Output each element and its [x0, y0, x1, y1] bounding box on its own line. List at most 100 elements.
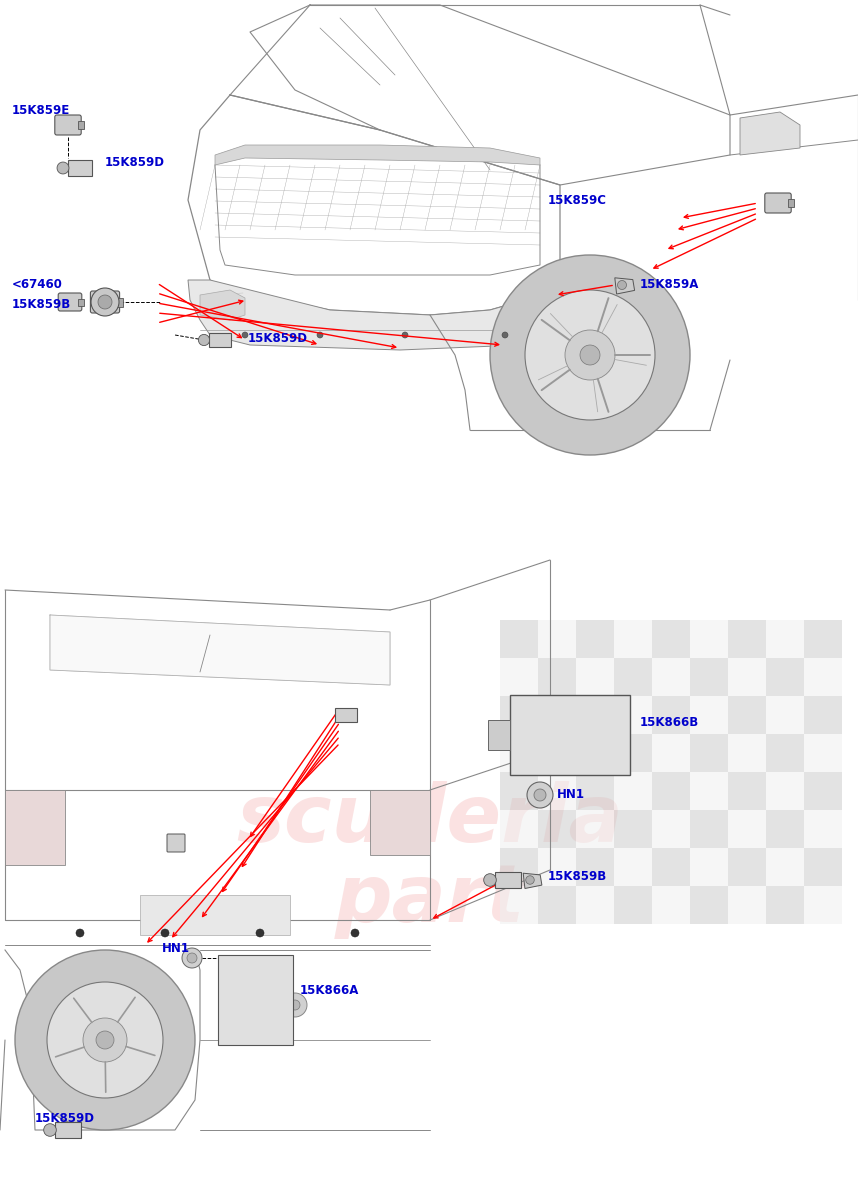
Polygon shape [215, 145, 540, 164]
Text: 15K859D: 15K859D [248, 331, 308, 344]
Bar [690, 886, 728, 924]
Bar [804, 810, 842, 848]
Circle shape [257, 930, 263, 936]
Bar [68, 161, 92, 175]
FancyBboxPatch shape [90, 290, 119, 313]
FancyBboxPatch shape [55, 115, 82, 134]
Text: 15K859E: 15K859E [12, 103, 70, 116]
Bar [766, 658, 804, 696]
Bar [576, 810, 614, 848]
Text: 15K859D: 15K859D [105, 156, 165, 169]
Bar [690, 620, 728, 658]
Bar [766, 886, 804, 924]
Bar [728, 886, 766, 924]
Circle shape [44, 1123, 57, 1136]
Bar [766, 734, 804, 772]
Bar [652, 620, 690, 658]
Bar [804, 620, 842, 658]
Circle shape [187, 953, 197, 962]
Bar [500, 886, 538, 924]
Polygon shape [200, 290, 245, 320]
Bar [538, 734, 576, 772]
Bar [804, 734, 842, 772]
Bar [614, 848, 652, 886]
Bar [804, 886, 842, 924]
Circle shape [162, 930, 168, 936]
Bar [804, 772, 842, 810]
Text: 15K859B: 15K859B [12, 299, 71, 312]
Bar [690, 810, 728, 848]
Bar [690, 848, 728, 886]
Bar [614, 810, 652, 848]
Bar [77, 121, 84, 128]
Bar [500, 620, 538, 658]
Polygon shape [523, 874, 542, 888]
Bar [576, 620, 614, 658]
Bar [652, 734, 690, 772]
Circle shape [76, 929, 84, 937]
Bar [652, 810, 690, 848]
Circle shape [98, 295, 112, 308]
Bar [766, 772, 804, 810]
Circle shape [502, 332, 508, 338]
Circle shape [352, 930, 358, 936]
Bar [728, 658, 766, 696]
Circle shape [15, 950, 195, 1130]
Bar [788, 199, 794, 206]
Bar [614, 772, 652, 810]
Bar [728, 696, 766, 734]
Text: 15K859B: 15K859B [548, 870, 607, 882]
Bar [804, 696, 842, 734]
Bar [728, 734, 766, 772]
Bar [614, 658, 652, 696]
Text: scuderia: scuderia [237, 781, 624, 859]
Bar [614, 886, 652, 924]
Bar [614, 696, 652, 734]
Bar [690, 696, 728, 734]
Polygon shape [188, 280, 565, 350]
Text: 15K859D: 15K859D [35, 1111, 95, 1124]
Bar [140, 895, 290, 935]
Bar [690, 772, 728, 810]
Circle shape [484, 874, 496, 887]
Bar [576, 772, 614, 810]
Bar [576, 886, 614, 924]
Circle shape [618, 281, 626, 289]
Bar [804, 658, 842, 696]
FancyBboxPatch shape [764, 193, 791, 214]
Bar [652, 696, 690, 734]
Circle shape [490, 254, 690, 455]
Text: part: part [335, 862, 525, 938]
Bar [614, 734, 652, 772]
Polygon shape [615, 277, 635, 294]
Circle shape [77, 930, 83, 936]
Bar [500, 848, 538, 886]
Circle shape [198, 335, 209, 346]
Circle shape [527, 782, 553, 808]
Bar [538, 772, 576, 810]
Bar [495, 872, 521, 888]
Bar [614, 620, 652, 658]
Bar [652, 772, 690, 810]
Bar [576, 734, 614, 772]
Circle shape [525, 290, 655, 420]
Circle shape [83, 1018, 127, 1062]
Circle shape [526, 876, 535, 884]
Bar [576, 658, 614, 696]
Bar [728, 772, 766, 810]
Bar [510, 695, 630, 775]
Bar [218, 955, 293, 1045]
Bar [766, 620, 804, 658]
Bar [766, 696, 804, 734]
Bar [804, 848, 842, 886]
Bar [728, 810, 766, 848]
Bar [538, 696, 576, 734]
Circle shape [351, 929, 359, 937]
Bar [488, 720, 510, 750]
Circle shape [283, 994, 307, 1018]
Bar [500, 810, 538, 848]
Bar [766, 810, 804, 848]
Bar [538, 658, 576, 696]
Bar [576, 696, 614, 734]
Bar [56, 1122, 81, 1138]
